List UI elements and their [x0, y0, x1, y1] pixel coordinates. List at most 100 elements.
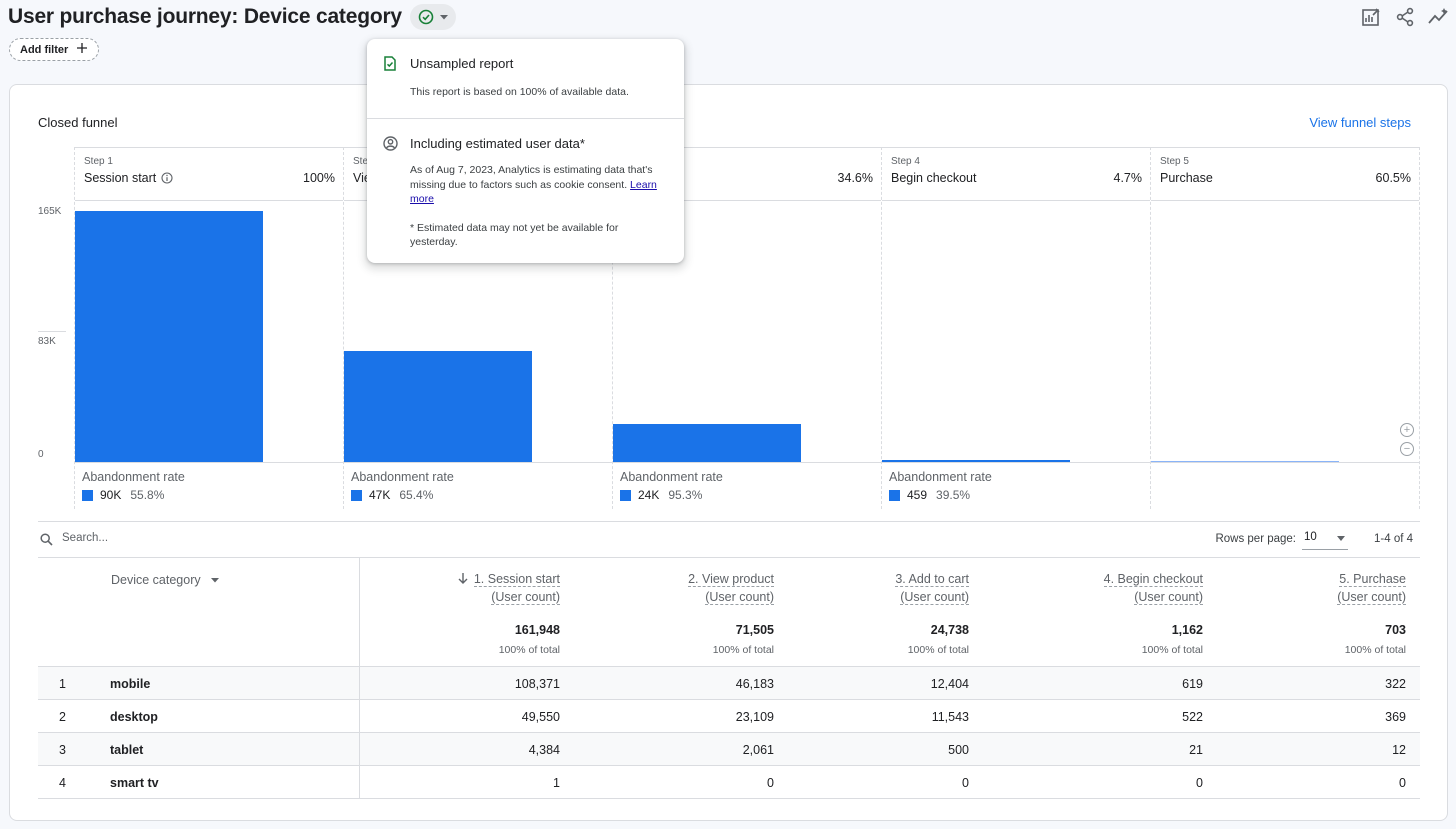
abandonment-values: 90K 55.8%: [82, 488, 343, 502]
step-percentage: 100%: [303, 171, 335, 185]
abandonment-rate: Abandonment rate 90K 55.8%: [75, 462, 343, 509]
metric-total: 161,948: [514, 623, 560, 637]
row-value: 11,543: [931, 710, 969, 724]
metric-total: 24,738: [930, 623, 969, 637]
abandonment-label: Abandonment rate: [889, 470, 992, 484]
row-value: 0: [1399, 776, 1406, 790]
plus-icon: [76, 42, 88, 57]
metric-header[interactable]: 4. Begin checkout (User count) 1,162 100% o…: [1103, 570, 1203, 656]
funnel-bar[interactable]: [882, 460, 1070, 462]
row-value: 4,384: [528, 743, 560, 757]
step-name: Session start: [84, 171, 173, 185]
funnel-bar[interactable]: [613, 423, 801, 462]
metric-total: 703: [1385, 623, 1406, 637]
table-row[interactable]: 3 tablet 4,384 2,061 500 21 12: [38, 733, 1420, 766]
metric-header[interactable]: 1. Session start (User count) 161,948 100% …: [458, 570, 560, 656]
metric-header-name: 3. Add to cart: [895, 570, 969, 588]
popover-note-estimated: * Estimated data may not yet be availabl…: [410, 221, 619, 249]
metric-name-label: 5. Purchase: [1339, 572, 1406, 587]
metric-header-name: 2. View product: [688, 570, 774, 588]
search-input[interactable]: [62, 532, 462, 544]
info-icon[interactable]: [161, 172, 173, 184]
abandonment-rate-value: 39.5%: [936, 488, 971, 502]
abandonment-rate-value: 55.8%: [130, 488, 165, 502]
step-header: Step 5 Purchase 60.5%: [1151, 147, 1419, 201]
metric-sub-label: (User count): [705, 590, 774, 605]
step-number: Step 5: [1160, 156, 1189, 167]
table-row[interactable]: 2 desktop 49,550 23,109 11,543 522 369: [38, 700, 1420, 733]
zoom-out-icon[interactable]: −: [1400, 442, 1414, 456]
view-funnel-steps-link[interactable]: View funnel steps: [1309, 115, 1411, 130]
popover-section-unsampled: Unsampled report This report is based on…: [367, 56, 684, 100]
abandonment-rate: Abandonment rate 24K 95.3%: [613, 462, 881, 509]
metric-total-percent: 100% of total: [1344, 644, 1406, 656]
metric-header[interactable]: 2. View product (User count) 71,505 100% of…: [688, 570, 774, 656]
data-quality-button[interactable]: [409, 4, 456, 30]
abandonment-rate: Abandonment rate 47K 65.4%: [344, 462, 612, 509]
abandonment-count: 90K: [100, 488, 122, 502]
chevron-down-icon: [1337, 536, 1345, 541]
abandonment-label: Abandonment rate: [82, 470, 185, 484]
metric-header-sub: (User count): [1337, 588, 1406, 606]
abandonment-rate: [1151, 462, 1419, 509]
funnel-step-4: Step 4 Begin checkout 4.7% Abandonment rate…: [881, 147, 1150, 509]
customize-report-icon[interactable]: [1360, 6, 1382, 28]
step-name-label: Begin checkout: [891, 171, 977, 185]
dimension-header-label: Device category: [111, 573, 201, 587]
metric-name-label: 1. Session start: [473, 572, 560, 587]
metric-name-label: 4. Begin checkout: [1103, 572, 1203, 587]
metric-total-percent: 100% of total: [1141, 644, 1203, 656]
page-title: User purchase journey: Device category: [8, 5, 402, 28]
column-divider: [359, 558, 360, 799]
abandonment-count: 24K: [638, 488, 660, 502]
step-header: Step 1 Session start 100%: [75, 147, 343, 201]
metric-header[interactable]: 3. Add to cart (User count) 24,738 100% of …: [895, 570, 969, 656]
rows-per-page-value: 10: [1304, 531, 1317, 543]
metric-header-sub: (User count): [458, 588, 560, 606]
rows-per-page-select[interactable]: 10: [1302, 530, 1348, 550]
funnel-chart: 165K 83K 0 + − Step 1 Session start 100% Ab…: [38, 147, 1420, 509]
step-title-row: Purchase 60.5%: [1160, 171, 1411, 185]
zoom-in-icon[interactable]: +: [1400, 423, 1414, 437]
pagination-text: 1-4 of 4: [1374, 533, 1413, 545]
legend-swatch: [82, 489, 93, 501]
metric-header-sub: (User count): [688, 588, 774, 606]
funnel-step-5: Step 5 Purchase 60.5%: [1150, 147, 1420, 509]
learn-more-link[interactable]: Learn more: [410, 178, 657, 206]
share-icon[interactable]: [1394, 6, 1416, 28]
row-index: 4: [59, 776, 66, 790]
row-value: 12: [1392, 743, 1406, 757]
table-row[interactable]: 4 smart tv 1 0 0 0 0: [38, 766, 1420, 799]
abandonment-rate: Abandonment rate 459 39.5%: [882, 462, 1150, 509]
row-value: 500: [948, 743, 969, 757]
metric-total-percent: 100% of total: [498, 644, 560, 656]
row-dimension: smart tv: [110, 776, 159, 790]
abandonment-label: Abandonment rate: [351, 470, 454, 484]
step-title-row: Session start 100%: [84, 171, 335, 185]
metric-header-sub: (User count): [895, 588, 969, 606]
funnel-bar[interactable]: [75, 210, 263, 462]
step-percentage: 4.7%: [1113, 171, 1143, 185]
funnel-bar[interactable]: [1151, 460, 1339, 462]
metric-header[interactable]: 5. Purchase (User count) 703 100% of total: [1337, 570, 1406, 656]
funnel-bar[interactable]: [344, 351, 532, 462]
metric-header-name: 1. Session start: [458, 570, 560, 588]
insights-icon[interactable]: [1428, 6, 1450, 28]
row-value: 12,404: [930, 677, 969, 691]
abandonment-count: 47K: [369, 488, 391, 502]
metric-total: 1,162: [1171, 623, 1203, 637]
toolbar: [1360, 6, 1450, 28]
add-filter-button[interactable]: Add filter: [9, 38, 100, 61]
person-circle-icon: [383, 136, 398, 156]
step-name-label: Session start: [84, 171, 157, 185]
abandonment-label: Abandonment rate: [620, 470, 723, 484]
dimension-header[interactable]: Device category: [111, 573, 219, 587]
funnel-title: Closed funnel: [38, 115, 118, 130]
metric-header-name: 4. Begin checkout: [1103, 570, 1203, 588]
data-table: Device category 1. Session start (User co…: [38, 558, 1420, 799]
table-row[interactable]: 1 mobile 108,371 46,183 12,404 619 322: [38, 667, 1420, 700]
metric-header-sub: (User count): [1104, 588, 1203, 606]
popover-title-estimated: Including estimated user data*: [410, 136, 585, 151]
popover-divider: [367, 118, 684, 119]
row-value: 369: [1385, 710, 1406, 724]
